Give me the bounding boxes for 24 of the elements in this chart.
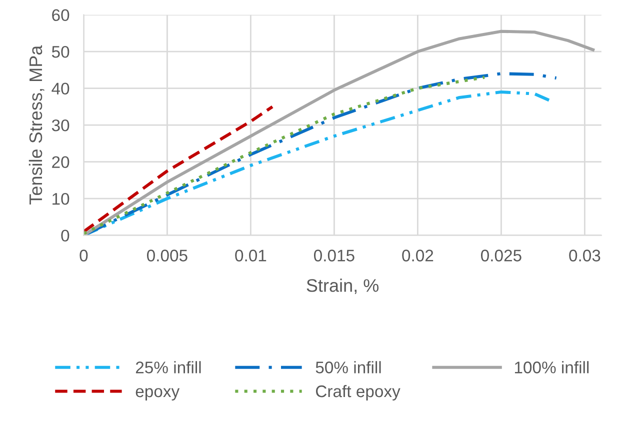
line-series — [84, 30, 595, 236]
x-tick-label: 0 — [80, 250, 88, 262]
y-tick-label: 40 — [52, 82, 70, 95]
x-tick-label: 0.03 — [569, 250, 600, 262]
legend-label: 100% infill — [514, 361, 589, 374]
x-tick-label: 0.025 — [481, 250, 522, 262]
x-tick-label: 0.015 — [314, 250, 354, 262]
y-tick-label: 50 — [52, 46, 70, 58]
legend-label: 25% infill — [136, 361, 201, 374]
y-axis-title: Tensile Stress, MPa — [28, 45, 44, 204]
legend-label: 50% infill — [316, 361, 381, 374]
y-tick-label: 0 — [61, 230, 70, 242]
y-tick-label: 60 — [52, 9, 70, 22]
x-axis-title: Strain, % — [306, 278, 379, 294]
y-tick-label: 10 — [52, 192, 70, 205]
line-series — [84, 76, 486, 236]
y-tick-label: 20 — [52, 156, 70, 168]
y-tick-label: 30 — [52, 119, 70, 132]
line-series — [84, 105, 274, 234]
x-tick-label: 0.01 — [235, 250, 266, 262]
legend-label: Craft epoxy — [316, 385, 400, 401]
x-tick-label: 0.02 — [402, 250, 434, 262]
legend-label: epoxy — [136, 388, 180, 401]
x-tick-label: 0.005 — [147, 250, 188, 262]
